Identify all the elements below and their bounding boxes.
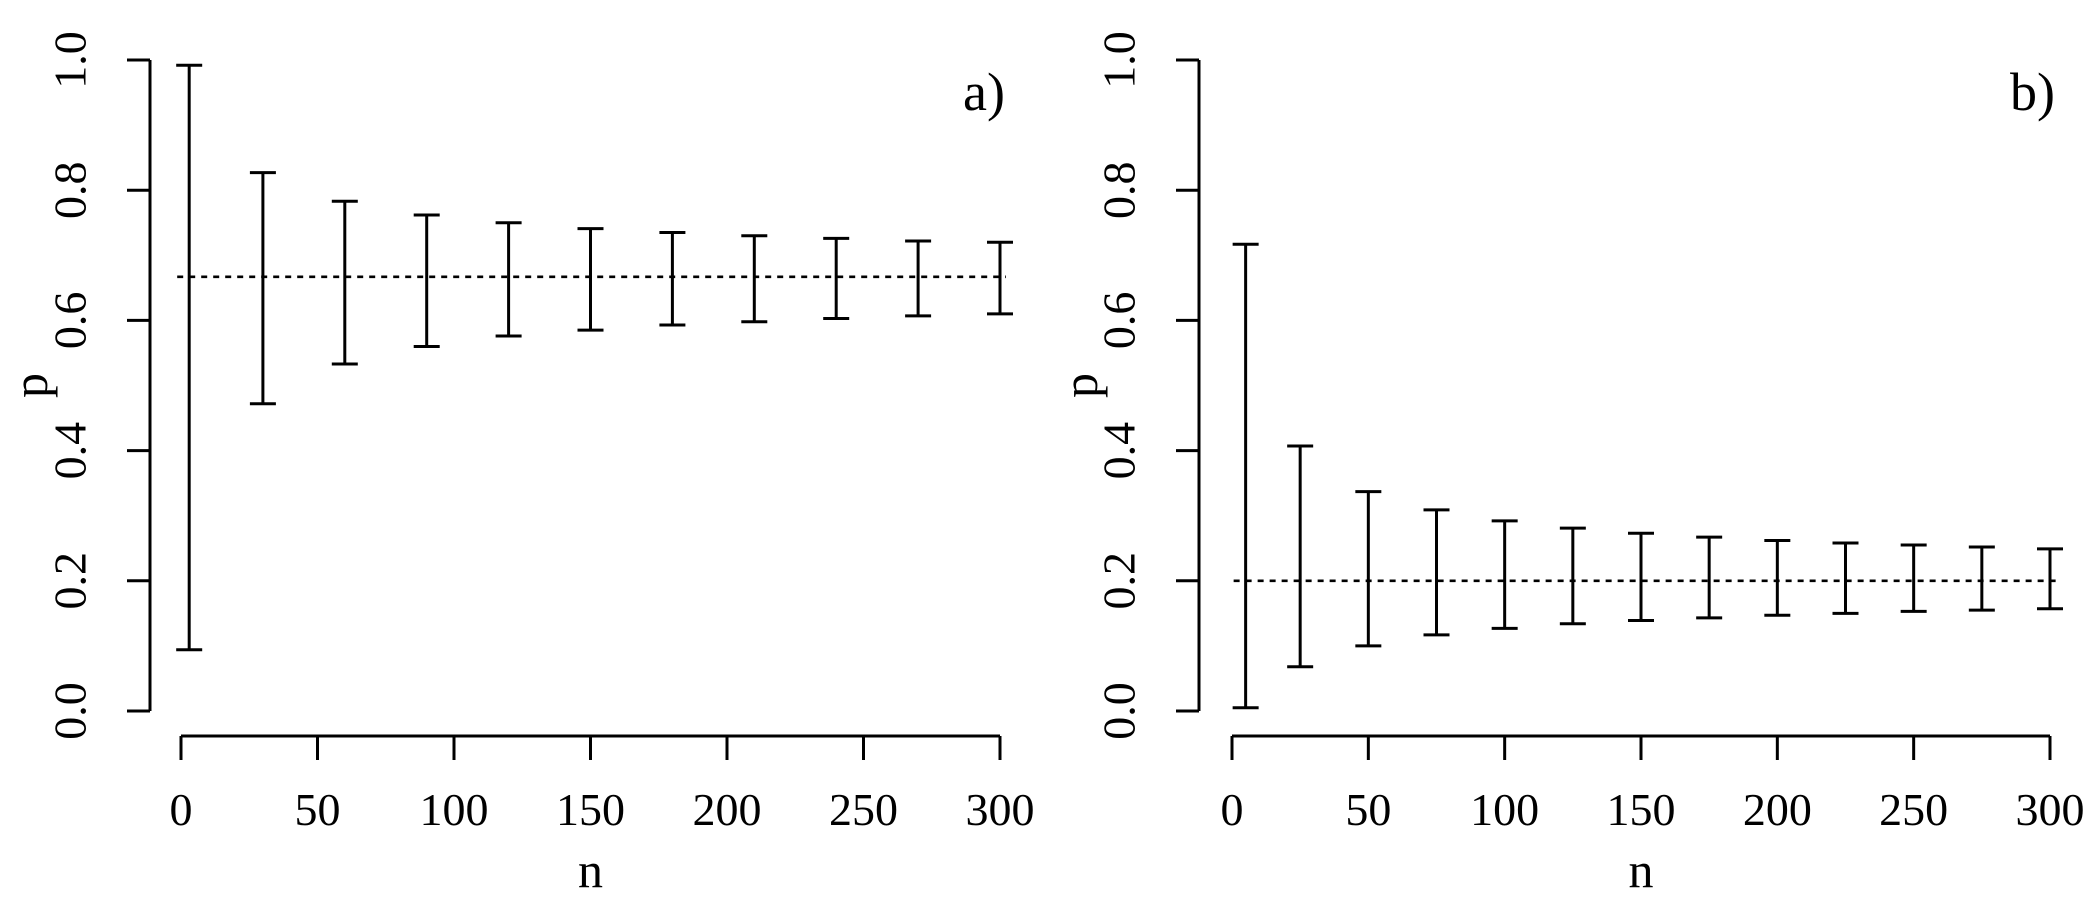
error-bar: [495, 221, 522, 338]
y-tick-label: 0.8: [1094, 161, 1145, 219]
y-tick-label: 0.4: [45, 422, 96, 480]
error-bar: [1900, 543, 1927, 613]
y-tick-label: 0.2: [1094, 552, 1145, 610]
panel-label: a): [963, 62, 1005, 122]
y-tick-label: 0.0: [1094, 682, 1145, 740]
x-tick-label: 200: [693, 784, 762, 835]
error-bar: [1559, 526, 1586, 626]
error-bar: [1628, 531, 1654, 623]
y-tick-label: 0.0: [45, 682, 96, 740]
panel-b: 0.0 0.2 0.4 0.6 0.8 1.0 p 0 50 100 150 200 250 300 n b): [1052, 31, 2085, 898]
error-bar: [176, 63, 203, 652]
x-tick-label: 150: [1607, 784, 1676, 835]
x-tick-label: 150: [556, 784, 625, 835]
error-bar: [741, 234, 768, 324]
x-tick-label: 200: [1743, 784, 1812, 835]
error-bar: [823, 236, 850, 320]
x-tick-label: 0: [1221, 784, 1244, 835]
x-tick-label: 100: [1470, 784, 1539, 835]
panel-label: b): [2010, 62, 2055, 122]
x-tick-label: 300: [966, 784, 1035, 835]
error-bar: [1764, 538, 1791, 617]
x-axis-title: n: [578, 842, 603, 898]
y-axis-title: p: [2, 373, 58, 398]
x-tick-label: 300: [2016, 784, 2085, 835]
error-bar: [331, 199, 358, 366]
error-bar: [1696, 535, 1723, 620]
x-tick-label: 250: [829, 784, 898, 835]
x-tick-label: 100: [420, 784, 489, 835]
error-bar: [659, 231, 686, 327]
x-axis-title: n: [1629, 842, 1654, 898]
error-bar: [905, 239, 932, 318]
error-bar: [1287, 444, 1314, 669]
y-tick-label: 0.8: [45, 161, 96, 219]
y-tick-label: 0.6: [45, 292, 96, 350]
error-bar: [1491, 519, 1518, 630]
x-tick-label: 50: [295, 784, 341, 835]
error-bar: [577, 227, 604, 332]
error-bar: [1355, 490, 1382, 648]
y-tick-label: 0.4: [1094, 422, 1145, 480]
x-tick-label: 250: [1879, 784, 1948, 835]
error-bar: [1832, 541, 1859, 615]
x-tick-label: 0: [170, 784, 193, 835]
error-bar: [987, 240, 1013, 316]
x-tick-label: 50: [1345, 784, 1391, 835]
error-bar: [249, 171, 276, 406]
error-bar: [1423, 508, 1450, 637]
error-bar: [413, 213, 440, 348]
error-bar: [1232, 242, 1259, 710]
error-bar: [1968, 545, 1995, 612]
y-tick-label: 0.2: [45, 552, 96, 610]
y-axis-title: p: [1052, 373, 1108, 398]
panel-a: 0.0 0.2 0.4 0.6 0.8 1.0 p 0 50 100 150 200 250 300 n a): [2, 31, 1035, 898]
y-tick-label: 1.0: [45, 31, 96, 89]
y-tick-label: 0.6: [1094, 292, 1145, 350]
y-tick-label: 1.0: [1094, 31, 1145, 89]
error-bar: [2037, 547, 2063, 611]
